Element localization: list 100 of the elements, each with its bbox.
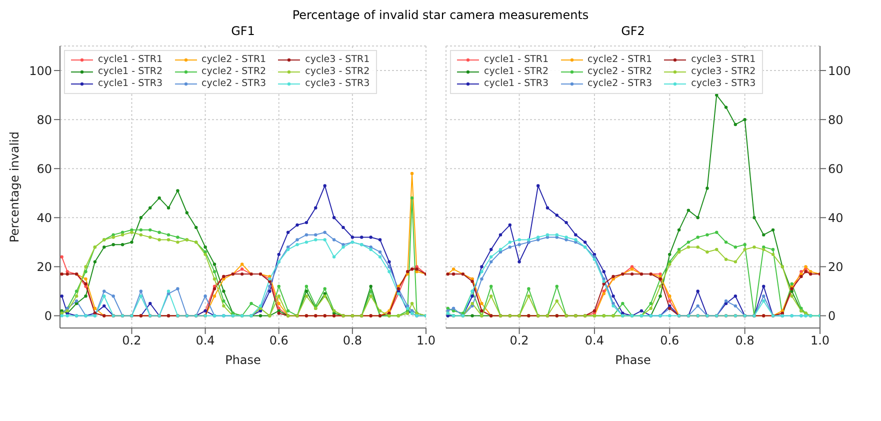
y-tick-label: 100	[828, 64, 851, 78]
point	[686, 208, 690, 212]
point	[490, 284, 493, 288]
point	[480, 302, 484, 306]
point	[800, 272, 803, 276]
point	[658, 294, 662, 298]
y-tick-label: 60	[828, 162, 844, 176]
legend-label: cycle1 - STR1	[484, 54, 549, 66]
point	[66, 270, 69, 274]
point	[222, 290, 226, 293]
legend-label: cycle1 - STR1	[98, 54, 163, 66]
text: Percentage of invalid star camera measurements	[291, 8, 590, 24]
point	[696, 245, 700, 249]
point	[277, 302, 280, 306]
point	[112, 236, 115, 239]
chart-title: GF2	[620, 24, 646, 40]
point	[470, 294, 474, 298]
x-tick-label: 0.8	[735, 334, 754, 348]
point	[612, 304, 615, 308]
point	[724, 299, 728, 303]
point	[388, 309, 391, 312]
point	[602, 280, 606, 284]
point	[112, 243, 115, 246]
point	[762, 294, 766, 298]
point	[536, 184, 540, 188]
point	[176, 287, 180, 290]
point	[112, 294, 115, 298]
point	[658, 284, 662, 288]
x-tick-label: 0.8	[342, 334, 362, 348]
point	[592, 258, 596, 261]
point	[314, 238, 318, 242]
point	[555, 299, 558, 303]
legend-label: cycle3 - STR3	[305, 78, 370, 90]
point	[574, 238, 578, 242]
point	[592, 309, 596, 312]
point	[668, 314, 672, 318]
point	[518, 238, 521, 242]
point	[790, 294, 794, 298]
point	[204, 252, 207, 256]
y-tick-label: 20	[828, 260, 844, 274]
point	[696, 304, 700, 308]
point	[84, 277, 88, 281]
point	[406, 306, 410, 310]
point	[446, 306, 450, 310]
point	[612, 302, 615, 306]
y-tick-label: 80	[828, 112, 844, 127]
point	[66, 309, 69, 312]
point	[583, 240, 587, 244]
point	[743, 118, 746, 122]
legend-label: cycle1 - STR2	[484, 66, 549, 78]
point	[304, 294, 308, 298]
legend-label: cycle1 - STR2	[98, 66, 163, 78]
point	[60, 255, 64, 258]
point	[771, 252, 775, 256]
point	[658, 274, 662, 278]
point	[130, 240, 134, 244]
point	[490, 260, 493, 264]
point	[490, 248, 493, 252]
point	[332, 216, 336, 220]
point	[706, 250, 709, 254]
point	[84, 265, 88, 268]
y-tick-label: 40	[36, 210, 52, 225]
point	[508, 240, 512, 244]
point	[668, 294, 672, 298]
point	[222, 277, 226, 281]
point	[790, 282, 794, 286]
point	[148, 236, 152, 239]
point	[84, 282, 88, 286]
point	[546, 206, 550, 210]
point	[696, 290, 700, 293]
point	[677, 250, 681, 254]
point	[166, 238, 170, 242]
point	[602, 292, 606, 296]
point	[369, 236, 372, 239]
point	[771, 248, 775, 252]
point	[724, 258, 728, 261]
legend-label: cycle2 - STR3	[202, 78, 266, 90]
x-tick-label: 0.6	[660, 334, 680, 348]
point	[555, 214, 558, 217]
point	[258, 314, 262, 318]
point	[139, 216, 143, 220]
point	[480, 277, 484, 281]
point	[378, 250, 382, 254]
point	[743, 243, 746, 246]
point	[158, 238, 161, 242]
point	[378, 255, 382, 258]
point	[102, 304, 106, 308]
point	[166, 233, 170, 236]
point	[240, 262, 244, 266]
point	[84, 294, 88, 298]
point	[649, 306, 652, 310]
point	[677, 228, 681, 232]
point	[250, 302, 253, 306]
point	[369, 294, 372, 298]
point	[277, 252, 280, 256]
point	[240, 268, 244, 271]
point	[410, 196, 414, 200]
point	[323, 294, 326, 298]
point	[696, 216, 700, 220]
point	[258, 304, 262, 308]
